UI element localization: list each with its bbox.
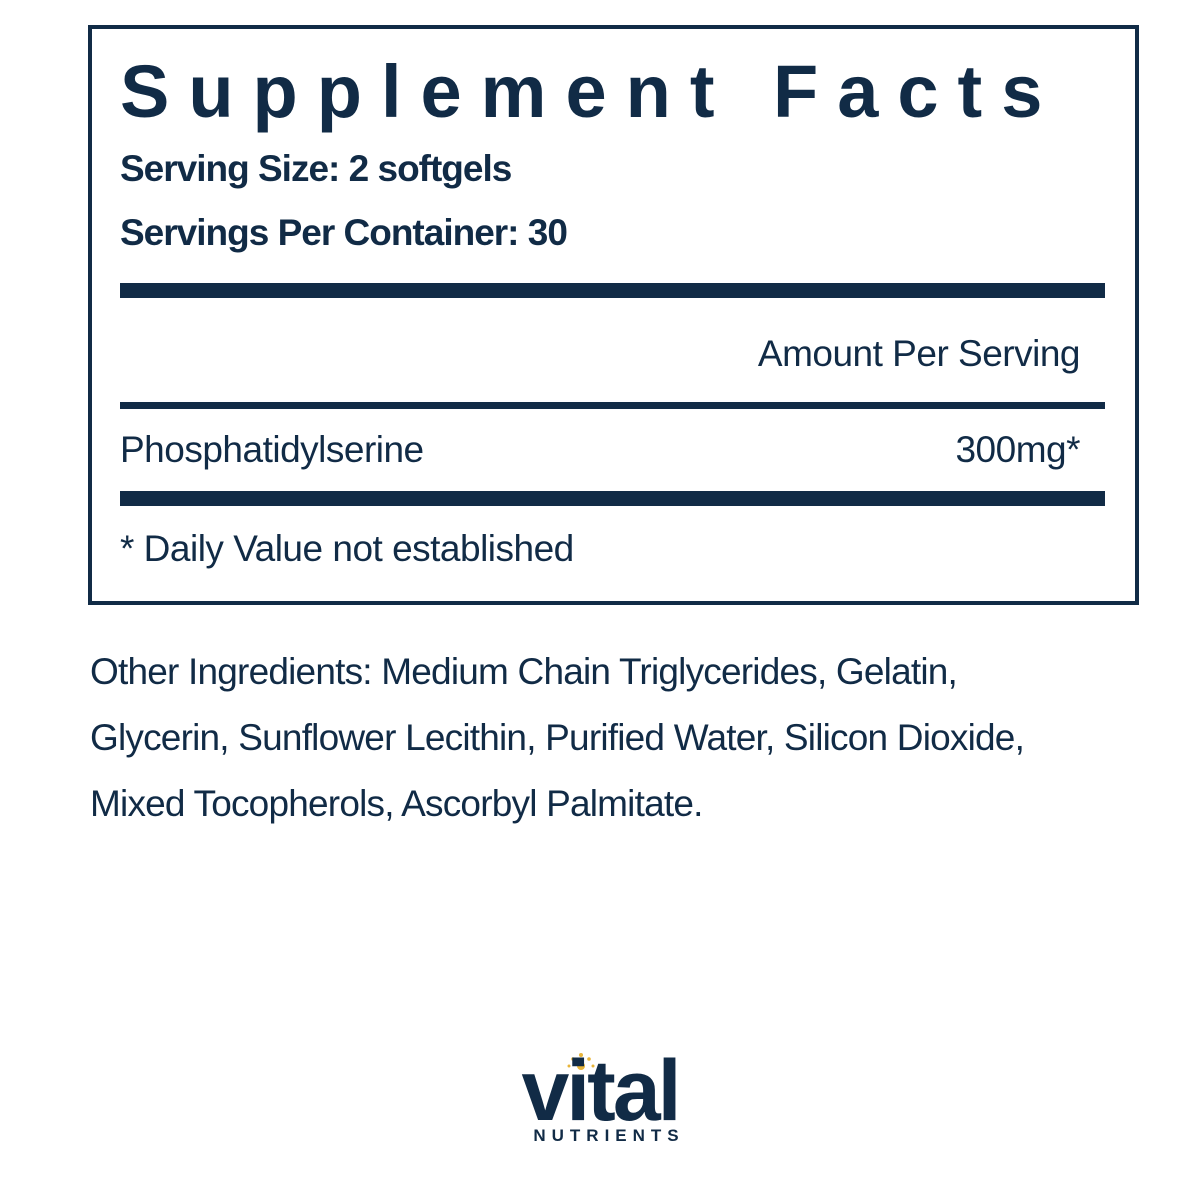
- brand-name: vital: [521, 1043, 681, 1139]
- thick-rule: [120, 491, 1105, 506]
- ingredient-name: Phosphatidylserine: [120, 429, 424, 470]
- servings-per-container: Servings Per Container: 30: [120, 212, 568, 253]
- thin-rule: [120, 402, 1105, 409]
- brand-tagline: NUTRIENTS: [533, 1126, 685, 1145]
- logo-sun: [567, 1053, 595, 1070]
- facts-panel: [88, 25, 1139, 605]
- other-ingredients-line: Glycerin, Sunflower Lecithin, Purified W…: [90, 717, 1025, 758]
- panel-title: Supplement Facts: [120, 50, 1062, 133]
- thick-rule: [120, 283, 1105, 298]
- footnote: * Daily Value not established: [120, 528, 574, 569]
- serving-size: Serving Size: 2 softgels: [120, 148, 512, 189]
- amount-header: Amount Per Serving: [757, 333, 1081, 374]
- other-ingredients-line: Other Ingredients: Medium Chain Triglyce…: [90, 651, 958, 692]
- ingredient-amount: 300mg*: [955, 429, 1080, 470]
- other-ingredients-line: Mixed Tocopherols, Ascorbyl Palmitate.: [90, 783, 703, 824]
